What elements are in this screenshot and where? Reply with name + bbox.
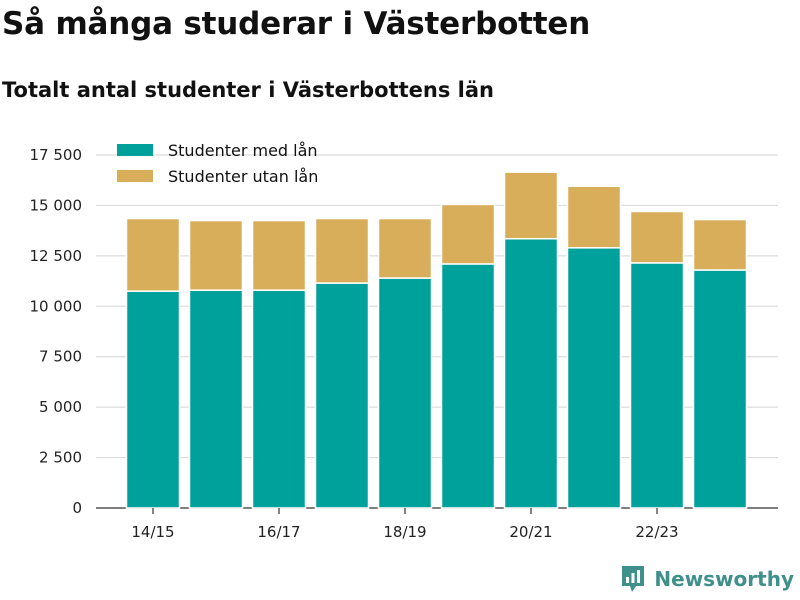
bar-segment-med-lan — [503, 237, 559, 509]
brand: Newsworthy — [620, 564, 794, 594]
y-tick-label: 12 500 — [30, 247, 83, 265]
bar-segment-med-lan — [251, 289, 307, 509]
legend-label: Studenter utan lån — [168, 167, 318, 186]
bar-segment-med-lan — [440, 263, 496, 509]
bar-segment-med-lan — [314, 282, 370, 509]
y-tick-label: 2 500 — [39, 449, 82, 467]
bar-segment-med-lan — [188, 289, 244, 509]
legend-swatch — [117, 144, 153, 156]
x-tick-label: 16/17 — [257, 523, 300, 541]
chart-subtitle: Totalt antal studenter i Västerbottens l… — [2, 78, 495, 102]
legend: Studenter med lån Studenter utan lån — [117, 141, 318, 186]
y-tick-label: 5 000 — [39, 398, 82, 416]
y-tick-label: 0 — [72, 499, 82, 517]
bar-segment-med-lan — [692, 269, 748, 509]
bar-segment-utan-lan — [629, 210, 685, 264]
newsworthy-logo-icon — [622, 566, 645, 592]
x-axis-ticks: 14/15 16/17 18/19 20/21 22/23 — [131, 508, 679, 541]
bar-segment-utan-lan — [251, 219, 307, 291]
x-tick-label: 14/15 — [131, 523, 174, 541]
chart-title: Så många studerar i Västerbotten — [2, 6, 591, 42]
bar-segment-utan-lan — [314, 217, 370, 284]
y-tick-label: 17 500 — [30, 146, 83, 164]
bar-segment-med-lan — [629, 262, 685, 509]
y-tick-label: 15 000 — [30, 196, 83, 214]
brand-name: Newsworthy — [654, 567, 794, 591]
bar-segment-utan-lan — [503, 171, 559, 240]
bar-segment-utan-lan — [188, 219, 244, 291]
bar-segment-utan-lan — [440, 203, 496, 265]
y-axis-ticks: 0 2 500 5 000 7 500 10 000 12 500 15 000 17 500 — [30, 146, 83, 517]
bar-segment-med-lan — [566, 247, 622, 509]
bars — [125, 171, 748, 509]
bar-segment-utan-lan — [692, 218, 748, 271]
bar-segment-utan-lan — [566, 185, 622, 249]
bar-segment-med-lan — [125, 290, 181, 509]
bar-segment-utan-lan — [377, 217, 433, 279]
y-tick-label: 10 000 — [30, 297, 83, 315]
x-tick-label: 20/21 — [509, 523, 552, 541]
legend-swatch — [117, 170, 153, 182]
x-tick-label: 22/23 — [635, 523, 678, 541]
y-tick-label: 7 500 — [39, 348, 82, 366]
x-tick-label: 18/19 — [383, 523, 426, 541]
bar-segment-utan-lan — [125, 217, 181, 292]
legend-label: Studenter med lån — [168, 141, 318, 160]
bar-segment-med-lan — [377, 277, 433, 509]
